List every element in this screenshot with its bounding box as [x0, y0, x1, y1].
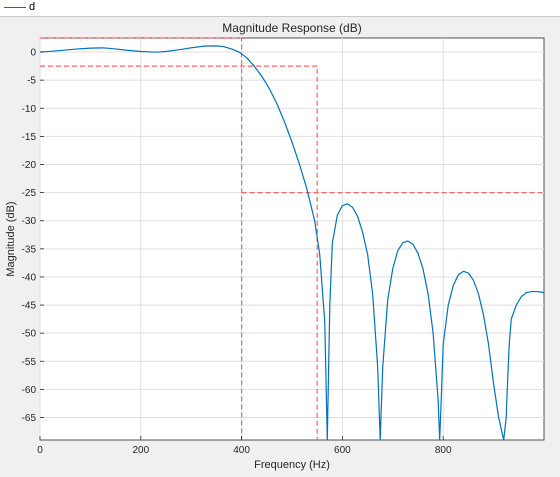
y-axis-label: Magnitude (dB) — [5, 201, 17, 276]
x-tick-label: 400 — [233, 445, 250, 456]
y-tick-label: -10 — [22, 104, 37, 115]
x-axis-label: Frequency (Hz) — [254, 459, 330, 471]
y-tick-label: -55 — [22, 357, 37, 368]
plot-area[interactable] — [39, 37, 545, 441]
x-tick-label: 800 — [435, 445, 452, 456]
y-tick-label: -5 — [27, 76, 36, 87]
axis-ticks: 0 200 400 600 800 0 -5 -10 -15 -20 -25 -30 -35 -40 -45… — [22, 48, 452, 456]
mask-line — [40, 37, 243, 440]
y-tick-label: -65 — [22, 413, 37, 424]
legend-label: d — [29, 1, 36, 13]
y-tick-label: 0 — [30, 48, 36, 59]
y-tick-label: -35 — [22, 244, 37, 255]
x-tick-label: 600 — [334, 445, 351, 456]
y-tick-label: -60 — [22, 385, 37, 396]
legend[interactable]: d — [0, 0, 560, 17]
y-tick-label: -45 — [22, 301, 37, 312]
specification-mask — [40, 37, 544, 440]
y-tick-label: -50 — [22, 329, 37, 340]
legend-line-swatch — [4, 7, 26, 8]
y-tick-label: -25 — [22, 188, 37, 199]
y-tick-label: -30 — [22, 216, 37, 227]
series-lines — [39, 45, 545, 441]
y-tick-label: -20 — [22, 160, 37, 171]
x-tick-label: 0 — [37, 445, 43, 456]
series-line-d — [39, 45, 545, 441]
y-tick-label: -15 — [22, 132, 37, 143]
x-tick-label: 200 — [132, 445, 149, 456]
mask-line — [40, 65, 318, 440]
y-tick-label: -40 — [22, 272, 37, 283]
chart-title: Magnitude Response (dB) — [222, 21, 361, 35]
